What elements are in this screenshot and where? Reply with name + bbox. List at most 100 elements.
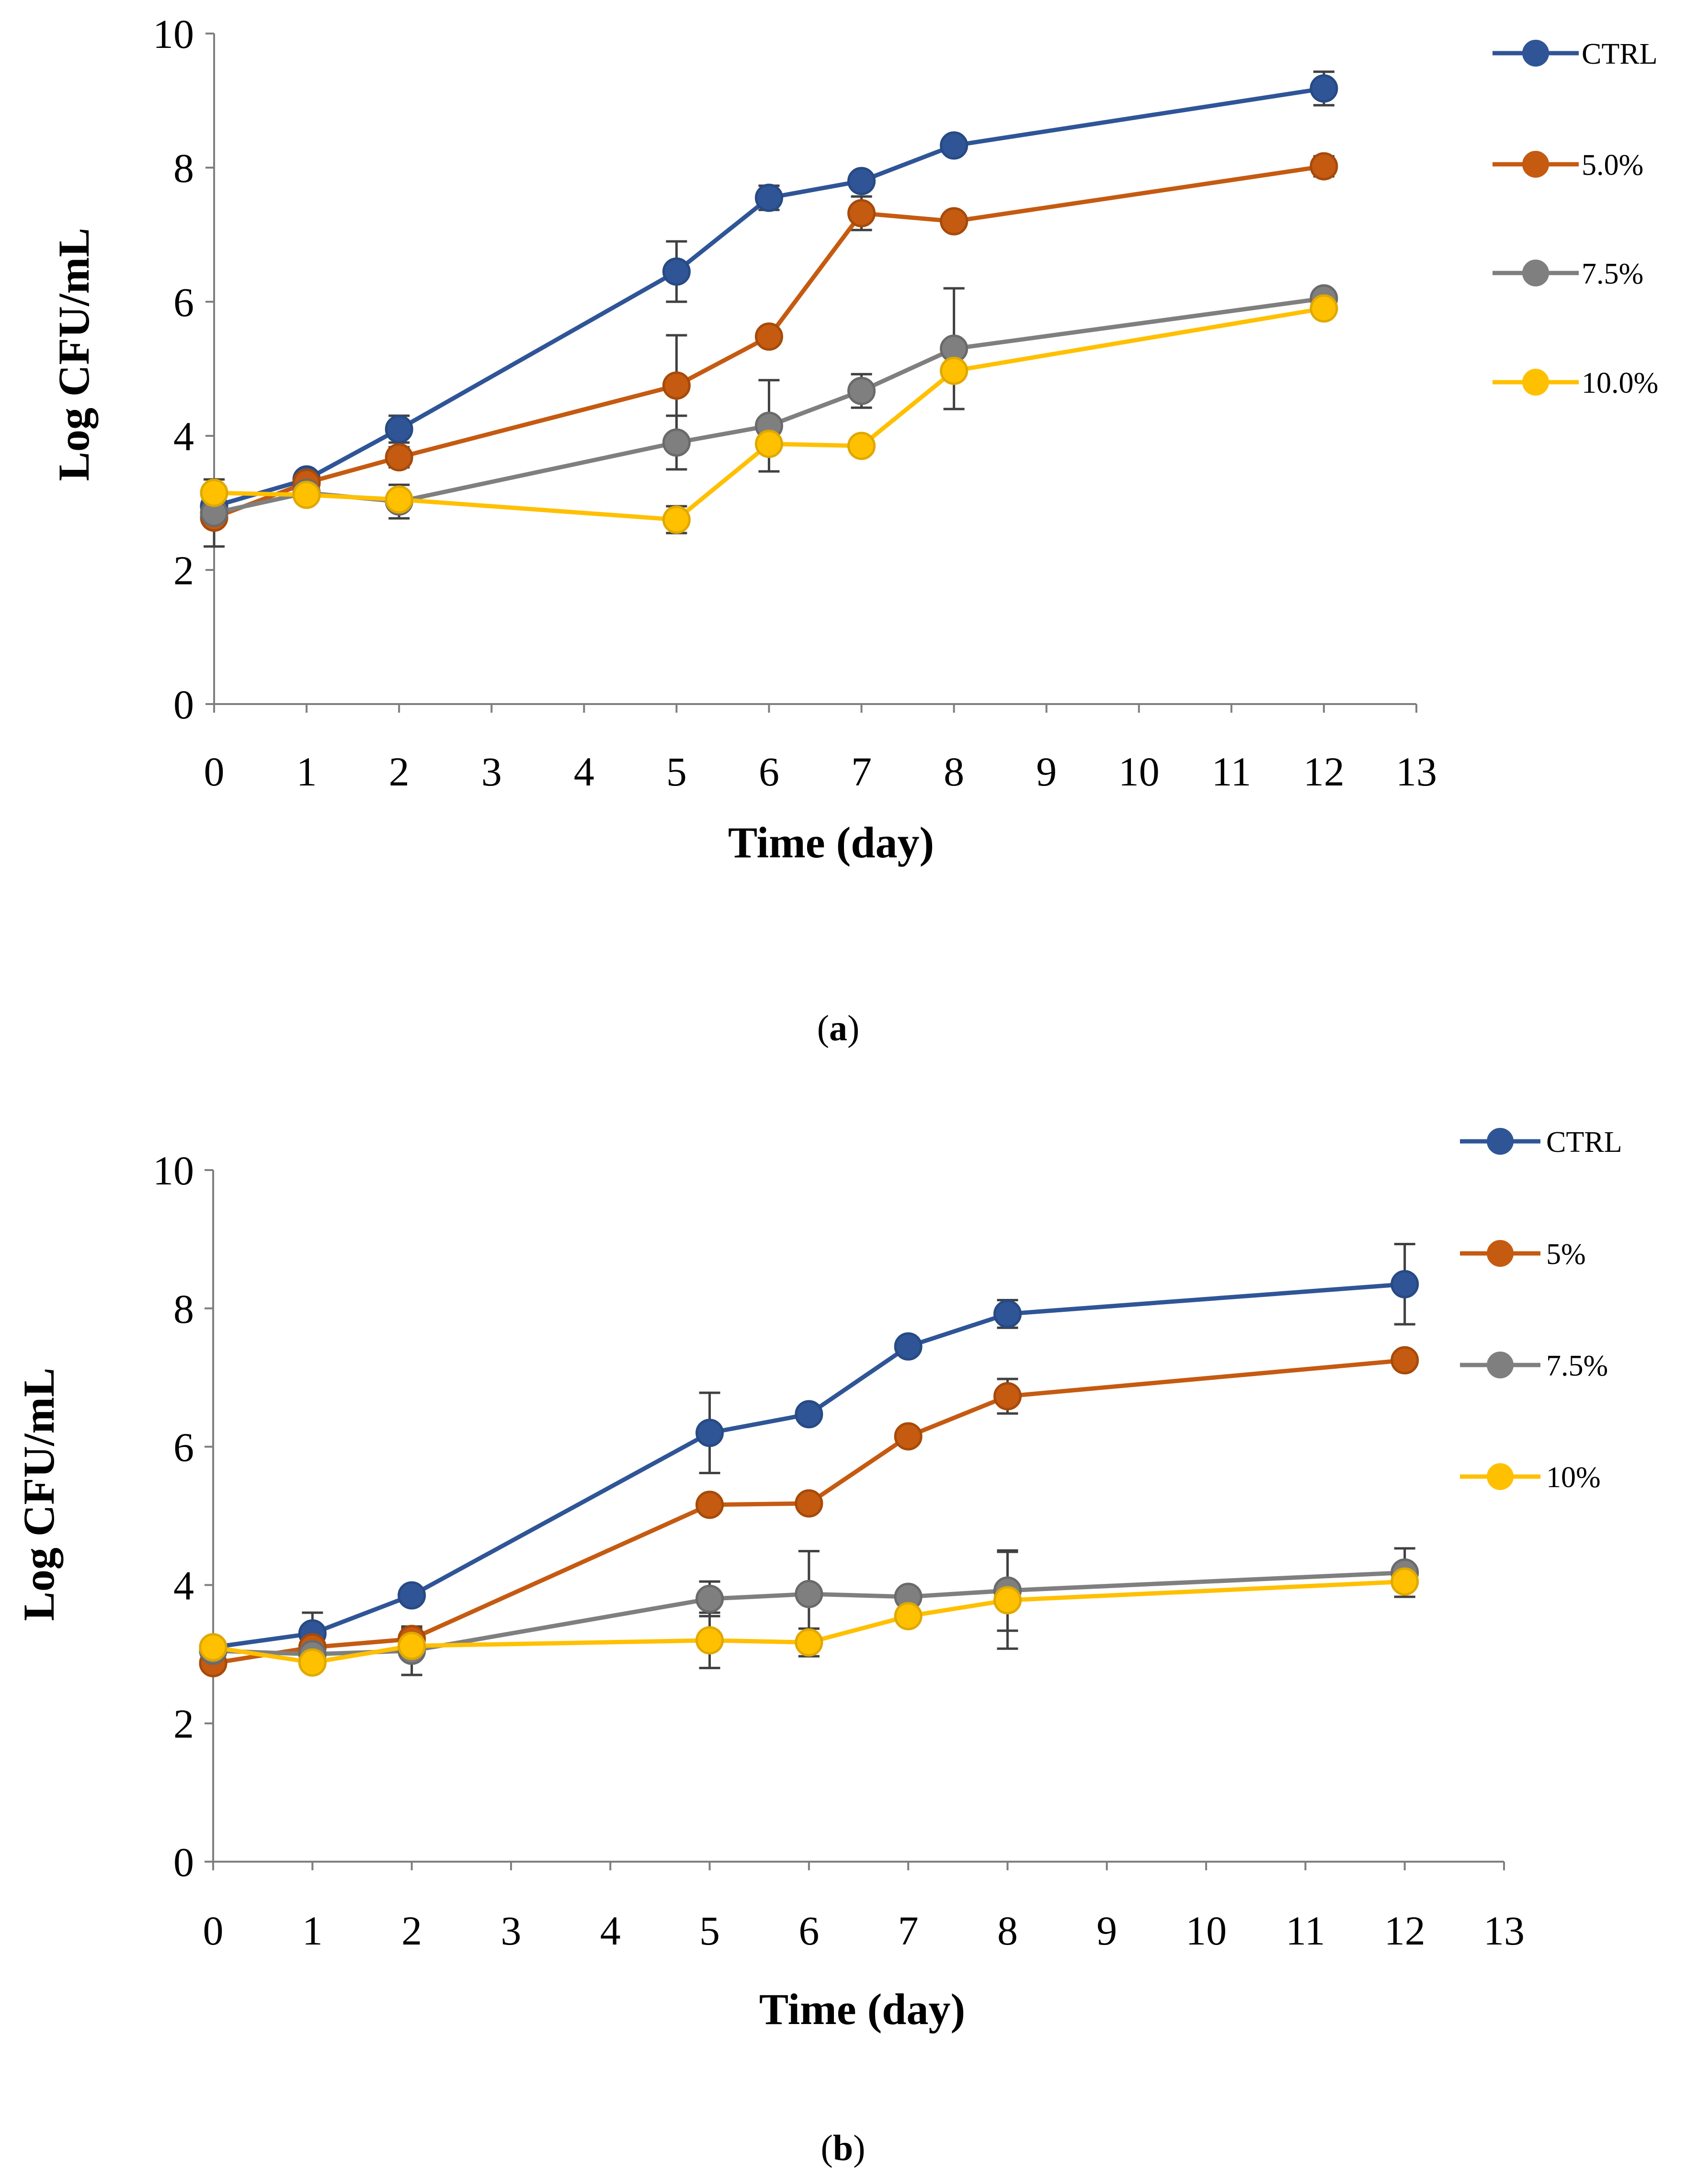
chart-a-x-tick-label: 3 xyxy=(481,749,502,795)
chart-a-ylabel: Log CFU/mL xyxy=(49,228,98,481)
chart-a-point-7-5 xyxy=(847,376,876,405)
chart-b-point-7-5 xyxy=(695,1584,724,1613)
chart-b-ylabel: Log CFU/mL xyxy=(14,1368,63,1621)
chart-a-x-tick-label: 12 xyxy=(1303,749,1345,795)
chart-b-point-10 xyxy=(993,1586,1022,1615)
chart-a-series-line-10 xyxy=(214,306,1324,522)
chart-b-point-CTRL xyxy=(398,1581,426,1610)
chart-b-caption-open: ( xyxy=(821,2128,833,2168)
chart-a-point-CTRL xyxy=(1310,74,1338,103)
chart-b-y-tick-label: 2 xyxy=(173,1701,194,1747)
chart-b-x-tick-label: 3 xyxy=(501,1908,521,1954)
chart-a-caption: (a) xyxy=(817,1008,860,1048)
chart-a-legend-item: 5.0% xyxy=(1493,149,1643,182)
chart-a-x-tick-label: 1 xyxy=(296,749,317,795)
chart-a-point-10 xyxy=(662,505,691,534)
chart-a-point-10 xyxy=(385,485,413,514)
chart-b-x-tick-label: 0 xyxy=(203,1908,224,1954)
chart-a-legend-marker-ctrl xyxy=(1522,40,1549,67)
chart-a-x-tick-label: 6 xyxy=(759,749,779,795)
chart-b-legend: CTRL 5% 7.5% 10% xyxy=(1460,1126,1622,1494)
chart-a-point-5 xyxy=(1310,152,1338,181)
chart-b-point-CTRL xyxy=(695,1419,724,1447)
chart-b-x-tick-label: 1 xyxy=(302,1908,323,1954)
chart-b-point-5 xyxy=(795,1489,823,1518)
chart-a-legend: CTRL 5.0% 7.5% 10.0% xyxy=(1493,38,1658,399)
chart-b-y-tick-label: 6 xyxy=(173,1424,194,1470)
chart-b-y-tick-label: 0 xyxy=(173,1839,194,1885)
chart-a-y-tick-label: 6 xyxy=(173,279,194,325)
chart-b-x-tick-label: 12 xyxy=(1384,1908,1425,1954)
chart-a-x-tick-label: 9 xyxy=(1036,749,1057,795)
chart-b-point-5 xyxy=(993,1382,1022,1410)
chart-a-legend-marker-5 xyxy=(1522,151,1549,178)
chart-b-point-10 xyxy=(894,1602,923,1630)
chart-b-point-5 xyxy=(1391,1346,1419,1375)
chart-b-point-10 xyxy=(298,1648,327,1677)
chart-b-point-5 xyxy=(695,1490,724,1519)
chart-b-point-10 xyxy=(1391,1567,1419,1596)
chart-b-x-tick-label: 5 xyxy=(699,1908,720,1954)
chart-b-y-tick-label: 4 xyxy=(173,1562,194,1608)
chart-a-legend-label-ctrl: CTRL xyxy=(1582,38,1657,70)
chart-b-legend-label-ctrl: CTRL xyxy=(1546,1126,1622,1159)
chart-a-legend-marker-7-5 xyxy=(1522,260,1549,286)
chart-a-caption-close: ) xyxy=(847,1008,859,1048)
chart-a-point-5 xyxy=(662,371,691,400)
chart-a-xlabel: Time (day) xyxy=(728,818,934,867)
chart-a-point-10 xyxy=(754,430,783,458)
chart-a-point-10 xyxy=(940,356,969,385)
chart-b-legend-item: CTRL xyxy=(1460,1126,1622,1159)
chart-a-x-tick-label: 7 xyxy=(851,749,872,795)
chart-a-point-CTRL xyxy=(662,257,691,286)
chart-a-y-tick-label: 0 xyxy=(173,682,194,728)
chart-a-series-line-CTRL xyxy=(213,86,1324,509)
chart-a-series-line-5 xyxy=(213,164,1324,520)
chart-b-series-line-7-5 xyxy=(213,1570,1405,1657)
chart-a-point-7-5 xyxy=(662,428,691,457)
chart-b-point-7-5 xyxy=(795,1580,823,1608)
chart-b-legend-label-10: 10% xyxy=(1546,1461,1601,1494)
chart-a-y-tick-label: 8 xyxy=(173,145,194,191)
chart-b-point-CTRL xyxy=(993,1299,1022,1328)
chart-a-point-CTRL xyxy=(754,183,783,212)
chart-b-x-tick-label: 8 xyxy=(997,1908,1018,1954)
chart-a-point-5 xyxy=(847,199,876,228)
chart-a-y-tick-label: 10 xyxy=(153,11,194,57)
chart-a-caption-letter: a xyxy=(829,1008,847,1048)
chart-b-x-tick-label: 2 xyxy=(401,1908,422,1954)
chart-a-legend-item: 10.0% xyxy=(1493,367,1658,399)
chart-a-point-10 xyxy=(1310,294,1338,323)
chart-a-point-5 xyxy=(754,322,783,351)
chart-b-point-5 xyxy=(894,1422,923,1451)
chart-b-legend-marker-10 xyxy=(1487,1463,1514,1490)
chart-b-legend-label-7-5: 7.5% xyxy=(1546,1350,1608,1382)
chart-a-y-tick-label: 2 xyxy=(173,547,194,593)
chart-b-x-tick-label: 9 xyxy=(1096,1908,1117,1954)
chart-b-point-10 xyxy=(199,1633,228,1661)
chart-a-legend-item: 7.5% xyxy=(1493,258,1643,290)
chart-b-series-line-10 xyxy=(213,1579,1405,1665)
chart-b-point-CTRL xyxy=(1391,1270,1419,1298)
chart-a-y-tick-label: 4 xyxy=(173,413,194,459)
chart-b-legend-item: 7.5% xyxy=(1460,1350,1608,1382)
chart-b-legend-item: 5% xyxy=(1460,1238,1586,1271)
chart-b-caption: (b) xyxy=(821,2128,866,2168)
chart-a-point-CTRL xyxy=(847,167,876,195)
chart-b-point-10 xyxy=(398,1631,426,1660)
chart-a-point-CTRL xyxy=(940,131,969,160)
chart-a-caption-open: ( xyxy=(817,1008,829,1048)
chart-a-x-tick-label: 13 xyxy=(1396,749,1437,795)
chart-a-legend-label-10: 10.0% xyxy=(1582,367,1658,399)
chart-a-legend-label-5: 5.0% xyxy=(1582,149,1643,182)
chart-b-legend-marker-7-5 xyxy=(1487,1352,1514,1378)
chart-b-y-tick-label: 10 xyxy=(153,1148,194,1194)
chart-b-legend-marker-5 xyxy=(1487,1240,1514,1267)
chart-b-legend-label-5: 5% xyxy=(1546,1238,1586,1271)
chart-a-legend-item: CTRL xyxy=(1493,38,1657,70)
chart-b-x-tick-label: 6 xyxy=(798,1908,819,1954)
